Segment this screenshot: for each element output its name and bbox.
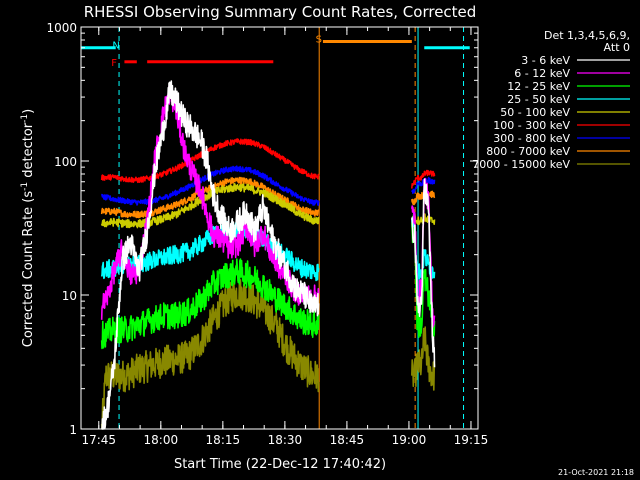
legend-label: 50 - 100 keV bbox=[500, 106, 570, 119]
y-axis-label-mid: detector bbox=[21, 122, 36, 182]
y-tick-label: 1000 bbox=[46, 21, 77, 35]
legend-label: 12 - 25 keV bbox=[507, 80, 570, 93]
x-tick-label: 18:30 bbox=[268, 433, 303, 447]
legend-header-line1: Det 1,3,4,5,6,9, bbox=[544, 29, 630, 42]
x-tick-label: 18:15 bbox=[206, 433, 241, 447]
y-tick-label: 10 bbox=[62, 289, 77, 303]
series-line-0 bbox=[101, 80, 320, 430]
x-tick-label: 18:45 bbox=[330, 433, 365, 447]
y-tick-label: 1 bbox=[69, 423, 77, 437]
legend-label: 7000 - 15000 keV bbox=[472, 158, 570, 171]
series-line-7 bbox=[100, 176, 320, 219]
x-tick-label: 19:00 bbox=[392, 433, 427, 447]
legend-label: 300 - 800 keV bbox=[493, 132, 570, 145]
legend-label: 100 - 300 keV bbox=[493, 119, 570, 132]
flag-label: F bbox=[111, 58, 117, 69]
series-line-0 bbox=[411, 178, 436, 368]
plot-frame bbox=[80, 26, 479, 430]
series-line-5 bbox=[100, 138, 320, 184]
x-tick-label: 17:45 bbox=[81, 433, 116, 447]
series-line-5 bbox=[411, 169, 436, 189]
legend-label: 3 - 6 keV bbox=[521, 54, 570, 67]
legend-label: 6 - 12 keV bbox=[514, 67, 570, 80]
series-line-8 bbox=[100, 279, 320, 430]
flag-label: S bbox=[316, 35, 322, 46]
generation-timestamp: 21-Oct-2021 21:18 bbox=[558, 468, 634, 477]
legend-header-line2: Att 0 bbox=[604, 41, 630, 54]
series-layer bbox=[100, 80, 436, 430]
y-axis-label-end: ) bbox=[21, 109, 36, 114]
legend-label: 25 - 50 keV bbox=[507, 93, 570, 106]
y-axis-label-main: Corrected Count Rate (s bbox=[21, 191, 36, 348]
legend-label: 800 - 7000 keV bbox=[486, 145, 570, 158]
x-tick-label: 18:00 bbox=[144, 433, 179, 447]
chart-title: RHESSI Observing Summary Count Rates, Co… bbox=[84, 3, 477, 21]
y-axis-label-sup1: -1 bbox=[20, 182, 30, 191]
flag-label: N bbox=[112, 41, 119, 52]
x-tick-label: 19:15 bbox=[454, 433, 489, 447]
y-tick-label: 100 bbox=[54, 155, 77, 169]
axes-layer: 17:45 18:00 18:15 18:30 18:45 19:00 19:15 1 10 10… bbox=[46, 21, 488, 447]
x-axis-label: Start Time (22-Dec-12 17:40:42) bbox=[174, 457, 386, 472]
series-line-4 bbox=[100, 183, 320, 229]
series-line-2 bbox=[100, 258, 320, 350]
y-axis-label-sup2: -1 bbox=[20, 114, 30, 123]
series-line-6 bbox=[411, 177, 436, 195]
y-axis-label: Corrected Count Rate (s-1 detector-1) bbox=[20, 109, 36, 347]
series-line-8 bbox=[411, 326, 436, 391]
